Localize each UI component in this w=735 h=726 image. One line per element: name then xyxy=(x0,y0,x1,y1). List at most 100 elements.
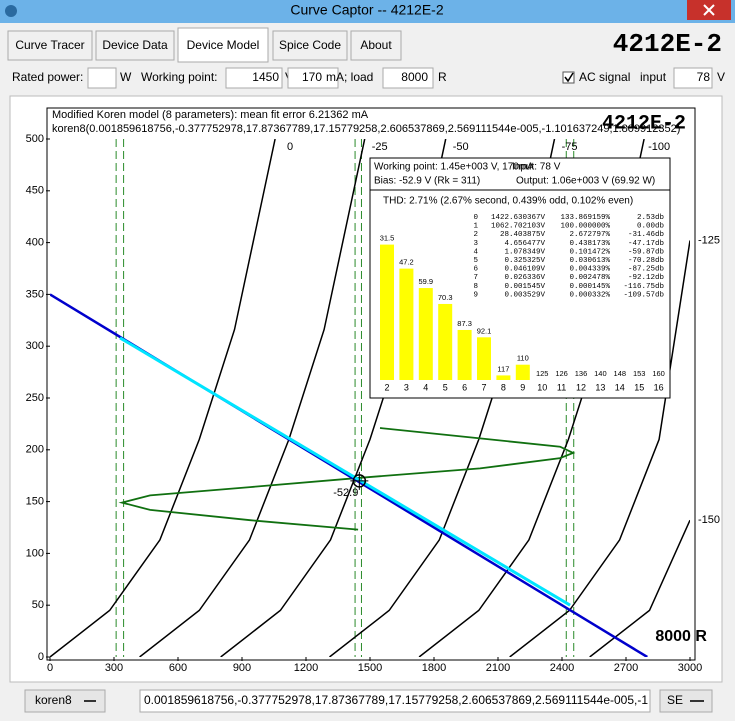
x-tick-label: 1500 xyxy=(358,662,382,674)
tab[interactable] xyxy=(272,30,348,61)
y-tick-label: 100 xyxy=(26,547,44,559)
x-tick-label: 2700 xyxy=(614,662,638,674)
label: Rated power: xyxy=(12,70,83,84)
tab-label: Device Model xyxy=(187,38,260,52)
bar-label: 160 xyxy=(652,369,665,378)
harmonic-cell: 7 xyxy=(473,274,478,282)
bottom-bar: koren8 0.001859618756,-0.377752978,17.87… xyxy=(24,689,713,713)
harmonic-bar xyxy=(418,288,433,380)
x-tick-label: 2400 xyxy=(550,662,574,674)
rated-power-field[interactable] xyxy=(87,67,117,89)
output: Output: 1.06e+003 V (69.92 W) xyxy=(516,176,655,187)
x-tick-label: 300 xyxy=(105,662,123,674)
label: input xyxy=(640,70,667,84)
plate-curve xyxy=(50,139,276,657)
input: Input: 78 V xyxy=(512,162,561,173)
harmonic-cell: 0 xyxy=(473,214,478,222)
bar-label: 117 xyxy=(497,364,509,373)
ac-checkbox[interactable] xyxy=(562,71,575,84)
params-field[interactable] xyxy=(139,689,651,713)
current-value: 170 xyxy=(302,70,322,84)
toolbar: Rated power: W Working point: 1450 V, 17… xyxy=(12,67,725,89)
bar-label: 136 xyxy=(575,369,588,378)
signal-swing xyxy=(119,336,571,607)
harmonic-number: 15 xyxy=(634,382,644,392)
bar-label: 125 xyxy=(536,369,549,378)
operating-cross xyxy=(350,471,369,490)
plate-curve xyxy=(139,139,366,657)
harmonic-cell: 0.030613% xyxy=(569,257,610,265)
harmonic-cell: 133.869159% xyxy=(560,214,610,222)
bar-label: 140 xyxy=(594,369,607,378)
current-field[interactable] xyxy=(287,67,339,89)
tab-bar: Curve Tracer Device Data Device Model Spice… xyxy=(7,27,402,63)
check-icon xyxy=(564,72,574,83)
params-text: 0.001859618756,-0.377752978,17.87367789,… xyxy=(144,693,672,707)
harmonic-cell: -92.12db xyxy=(628,274,664,282)
harmonic-bar xyxy=(380,244,394,380)
harmonic-cell: 0.000332% xyxy=(569,291,610,299)
x-tick-label: 0 xyxy=(47,662,53,674)
harmonic-cell: 0.026336V xyxy=(504,274,545,282)
label: V xyxy=(717,70,725,84)
load-label: 8000 R xyxy=(655,628,707,645)
harmonic-cell: 4.656477V xyxy=(504,240,545,248)
input-field[interactable] xyxy=(673,67,713,89)
harmonic-cell: 1062.702103V xyxy=(491,223,546,231)
harmonic-cell: 0.101472% xyxy=(569,248,610,256)
device-name: 4212E-2 xyxy=(613,29,722,59)
harmonic-cell: 9 xyxy=(473,291,478,299)
harmonic-cell: -116.75db xyxy=(623,283,664,291)
y-tick-label: 350 xyxy=(26,288,44,300)
ac-loop xyxy=(118,427,576,531)
harmonic-cell: 0.438173% xyxy=(569,240,610,248)
plot-annotation: 4212E-2 xyxy=(602,112,686,135)
thd: THD: 2.71% (2.67% second, 0.439% odd, 0.… xyxy=(383,196,633,207)
mode-dropdown[interactable] xyxy=(659,689,713,713)
harmonic-number: 4 xyxy=(423,382,428,392)
label: AC signal xyxy=(579,70,630,84)
plot-frame xyxy=(46,107,696,661)
harmonic-cell: 0.002478% xyxy=(569,274,610,282)
voltage-field[interactable] xyxy=(225,67,283,89)
window-title: Curve Captor -- 4212E-2 xyxy=(290,2,444,18)
tab[interactable] xyxy=(350,30,402,61)
x-tick-label: 600 xyxy=(169,662,187,674)
harmonic-number: 3 xyxy=(404,382,409,392)
bar-label: 31.5 xyxy=(380,234,395,243)
bar-label: 148 xyxy=(614,369,627,378)
harmonic-cell: 5 xyxy=(473,257,478,265)
label: mA; load xyxy=(326,70,373,84)
tab-label: Spice Code xyxy=(279,38,341,52)
harmonic-cell: 0.046109V xyxy=(504,266,545,274)
bar-label: 126 xyxy=(555,369,568,378)
bar-label: 110 xyxy=(517,354,529,363)
y-tick-label: 450 xyxy=(26,185,44,197)
y-tick-label: 250 xyxy=(26,392,44,404)
harmonic-cell: 0.00db xyxy=(637,223,664,231)
bar-label: 87.3 xyxy=(457,319,472,328)
harmonic-number: 14 xyxy=(615,382,625,392)
harmonic-cell: 0.325325V xyxy=(504,257,545,265)
tab[interactable] xyxy=(95,30,175,61)
plate-curve xyxy=(589,519,690,657)
load-field[interactable] xyxy=(382,67,434,89)
harmonic-cell: 1422.630367V xyxy=(491,214,546,222)
tab[interactable] xyxy=(7,30,93,61)
app-icon xyxy=(5,5,17,17)
harmonic-cell: 2.672797% xyxy=(569,231,610,239)
grid-voltage-label: -150 xyxy=(698,514,720,526)
plot-subtitle: koren8(0.001859618756,-0.377752978,17.87… xyxy=(52,123,680,135)
harmonic-cell: -47.17db xyxy=(628,240,664,248)
harmonic-bar xyxy=(399,268,414,380)
y-tick-label: 0 xyxy=(38,651,44,663)
harmonic-number: 16 xyxy=(654,382,664,392)
y-tick-label: 200 xyxy=(26,444,44,456)
grid-voltage-label: -25 xyxy=(372,141,388,153)
bias: Bias: -52.9 V (Rk = 311) xyxy=(374,176,480,187)
bar-label: 153 xyxy=(633,369,646,378)
model-dropdown[interactable] xyxy=(24,689,106,713)
tab[interactable] xyxy=(177,27,269,63)
bar-label: 92.1 xyxy=(477,326,492,335)
